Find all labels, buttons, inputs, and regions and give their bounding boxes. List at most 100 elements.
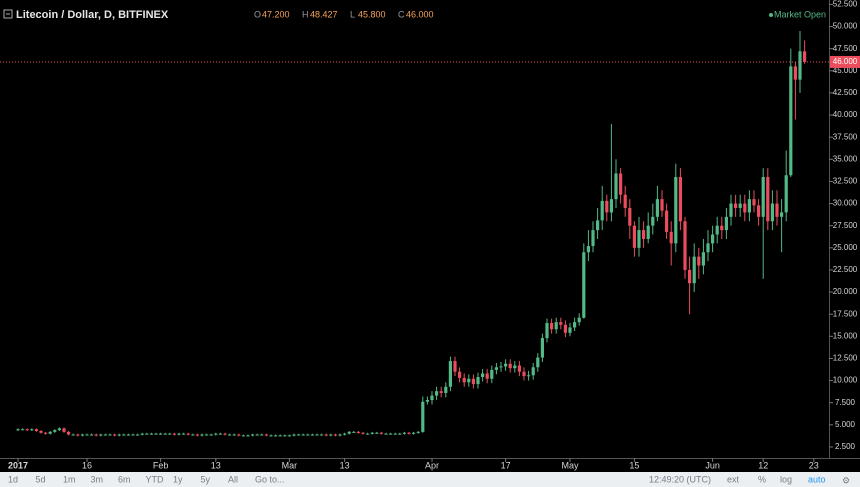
candle-body bbox=[476, 377, 480, 385]
candle-body bbox=[356, 431, 360, 433]
candle-body bbox=[761, 177, 765, 217]
x-tick-label: 15 bbox=[629, 460, 639, 470]
candle-body bbox=[724, 216, 728, 231]
candle-body bbox=[315, 434, 319, 436]
candle-body bbox=[803, 51, 807, 62]
candle-body bbox=[435, 391, 439, 396]
candle-body bbox=[117, 434, 121, 436]
y-tick-label: 50.000 bbox=[833, 22, 858, 31]
candle-body bbox=[301, 434, 305, 436]
range-button[interactable]: YTD bbox=[146, 474, 165, 484]
range-button[interactable]: 5d bbox=[36, 474, 46, 484]
option-button[interactable]: log bbox=[780, 474, 792, 484]
candle-body bbox=[513, 365, 517, 369]
range-button[interactable]: 1d bbox=[8, 474, 18, 484]
candle-body bbox=[398, 433, 402, 435]
y-tick-label: 45.000 bbox=[833, 66, 858, 75]
x-tick-label: 13 bbox=[211, 460, 221, 470]
candle-body bbox=[343, 433, 347, 435]
y-tick-label: 22.500 bbox=[833, 265, 858, 274]
candle-body bbox=[665, 210, 669, 232]
candle-body bbox=[448, 361, 452, 387]
ohlc-value: 47.200 bbox=[262, 9, 290, 19]
candle-body bbox=[30, 429, 34, 431]
y-tick-label: 30.000 bbox=[833, 199, 858, 208]
candle-body bbox=[393, 433, 397, 435]
candle-body bbox=[747, 199, 751, 213]
candle-body bbox=[591, 230, 595, 247]
candle-body bbox=[467, 378, 471, 383]
symbol-title[interactable]: Litecoin / Dollar, D, BITFINEX bbox=[16, 9, 169, 21]
candle-body bbox=[214, 433, 218, 435]
candle-body bbox=[743, 203, 747, 213]
x-tick-label: May bbox=[561, 460, 579, 470]
candle-body bbox=[80, 434, 84, 436]
candle-body bbox=[338, 434, 342, 436]
settings-icon[interactable]: ⚙ bbox=[842, 475, 850, 485]
range-button[interactable]: All bbox=[228, 474, 238, 484]
candle-body bbox=[481, 373, 485, 378]
range-button[interactable]: 3m bbox=[91, 474, 104, 484]
candle-body bbox=[246, 435, 250, 437]
candle-body bbox=[274, 435, 278, 437]
candle-body bbox=[522, 371, 526, 377]
candle-body bbox=[458, 371, 462, 378]
candle-body bbox=[209, 434, 213, 436]
candle-body bbox=[711, 234, 715, 244]
candle-body bbox=[697, 256, 701, 266]
candle-body bbox=[425, 400, 429, 402]
candle-body bbox=[113, 434, 117, 436]
candle-body bbox=[646, 225, 650, 239]
candle-body bbox=[352, 431, 356, 433]
candle-body bbox=[674, 177, 678, 244]
last-price-label: 46.000 bbox=[833, 57, 858, 66]
candle-body bbox=[729, 203, 733, 217]
candle-body bbox=[568, 327, 572, 333]
candle-body bbox=[706, 243, 710, 253]
candle-body bbox=[683, 221, 687, 270]
candle-body bbox=[292, 434, 296, 436]
candle-body bbox=[347, 431, 351, 434]
candle-body bbox=[39, 431, 43, 433]
collapse-icon[interactable] bbox=[3, 9, 13, 19]
goto-button[interactable]: Go to... bbox=[255, 474, 285, 484]
range-button[interactable]: 6m bbox=[118, 474, 131, 484]
candle-body bbox=[205, 434, 209, 436]
candle-body bbox=[720, 225, 724, 231]
option-button[interactable]: % bbox=[758, 474, 766, 484]
status-dot bbox=[769, 13, 773, 17]
y-tick-label: 47.500 bbox=[833, 44, 858, 53]
candle-body bbox=[379, 432, 383, 434]
candle-body bbox=[485, 373, 489, 379]
candle-body bbox=[195, 434, 199, 436]
ohlc-value: 45.800 bbox=[358, 9, 386, 19]
range-button[interactable]: 1m bbox=[63, 474, 76, 484]
range-button[interactable]: 5y bbox=[201, 474, 211, 484]
y-tick-label: 5.000 bbox=[835, 420, 856, 429]
option-button[interactable]: auto bbox=[808, 474, 826, 484]
candle-body bbox=[310, 434, 314, 436]
y-tick-label: 40.000 bbox=[833, 110, 858, 119]
candle-body bbox=[444, 386, 448, 393]
candle-body bbox=[16, 429, 20, 431]
candle-body bbox=[439, 391, 443, 393]
candle-body bbox=[619, 173, 623, 195]
candle-body bbox=[278, 435, 282, 437]
candle-body bbox=[366, 433, 370, 435]
candle-body bbox=[370, 432, 374, 434]
range-button[interactable]: 1y bbox=[173, 474, 183, 484]
candle-body bbox=[241, 435, 245, 437]
candle-body bbox=[108, 434, 112, 436]
y-tick-label: 20.000 bbox=[833, 287, 858, 296]
candle-body bbox=[44, 432, 48, 434]
y-tick-label: 12.500 bbox=[833, 354, 858, 363]
x-tick-label: 17 bbox=[501, 460, 511, 470]
clock: 12:49:20 (UTC) bbox=[649, 474, 711, 484]
candle-body bbox=[527, 375, 531, 377]
candle-body bbox=[531, 367, 535, 376]
y-tick-label: 2.500 bbox=[835, 442, 856, 451]
option-button[interactable]: ext bbox=[727, 474, 740, 484]
candle-body bbox=[251, 434, 255, 436]
candle-body bbox=[159, 433, 163, 435]
